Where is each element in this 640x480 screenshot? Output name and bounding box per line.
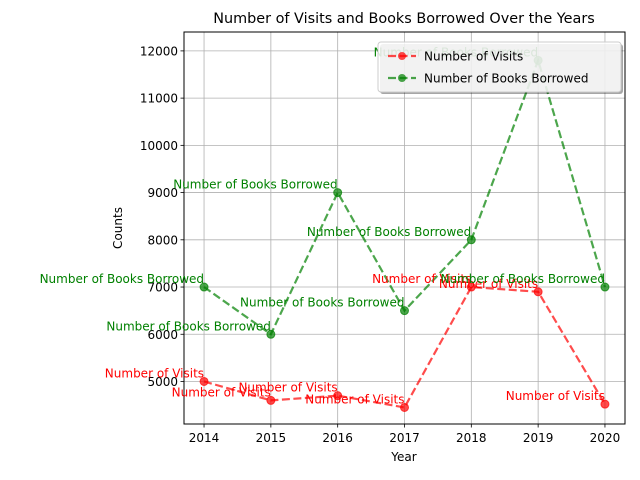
axis-ticks: 2014 2015 2016 2017 2018 2019 2020 5000 6000 7000… [140, 44, 620, 445]
y-tick-label: 9000 [147, 186, 178, 200]
x-tick-label: 2014 [189, 431, 220, 445]
data-label: Number of Visits [439, 277, 538, 291]
chart-title: Number of Visits and Books Borrowed Over… [213, 11, 595, 27]
data-point [400, 402, 409, 412]
legend-swatch-marker [398, 52, 406, 60]
data-point [466, 282, 476, 292]
data-label: Number of Books Borrowed [307, 225, 471, 239]
data-point [266, 329, 276, 339]
data-point [199, 282, 209, 292]
data-label: Number of Visits [305, 392, 404, 406]
data-point [466, 235, 476, 245]
data-label: Number of Books Borrowed [240, 296, 404, 310]
legend-entry-label: Number of Visits [424, 50, 523, 64]
x-tick-label: 2018 [456, 431, 487, 445]
x-axis-label: Year [390, 450, 416, 464]
data-label: Number of Books Borrowed [40, 272, 204, 286]
data-point [333, 188, 343, 198]
y-axis-label: Counts [111, 207, 125, 249]
y-tick-label: 11000 [140, 92, 178, 106]
legend-box [377, 41, 622, 93]
x-tick-label: 2020 [590, 431, 621, 445]
y-tick-label: 6000 [147, 328, 178, 342]
data-point [199, 376, 209, 386]
y-tick-label: 5000 [147, 375, 178, 389]
legend: Number of Visits Number of Books Borrowed [377, 41, 623, 94]
data-label: Number of Visits [172, 385, 271, 399]
data-label: Number of Visits [105, 366, 204, 380]
data-point [266, 395, 276, 405]
legend-swatch-marker [398, 74, 406, 82]
data-label: Number of Books Borrowed [440, 272, 604, 286]
y-tick-label: 8000 [147, 233, 178, 247]
y-tick-label: 12000 [140, 44, 178, 58]
series-layer [199, 55, 610, 412]
x-tick-label: 2016 [322, 431, 353, 445]
x-tick-label: 2019 [523, 431, 554, 445]
y-tick-label: 10000 [140, 139, 178, 153]
x-tick-label: 2017 [389, 431, 420, 445]
data-label: Number of Books Borrowed [173, 178, 337, 192]
data-point [400, 306, 409, 316]
legend-entry-label: Number of Books Borrowed [424, 72, 588, 86]
y-tick-label: 7000 [147, 281, 178, 295]
x-tick-label: 2015 [256, 431, 287, 445]
data-label: Number of Visits [238, 381, 337, 395]
data-point [600, 282, 610, 292]
data-label: Number of Visits [506, 389, 605, 403]
data-point [333, 391, 343, 401]
data-label: Number of Books Borrowed [106, 319, 270, 333]
data-label: Number of Visits [372, 272, 471, 286]
data-point [600, 399, 610, 409]
data-point [533, 287, 543, 297]
